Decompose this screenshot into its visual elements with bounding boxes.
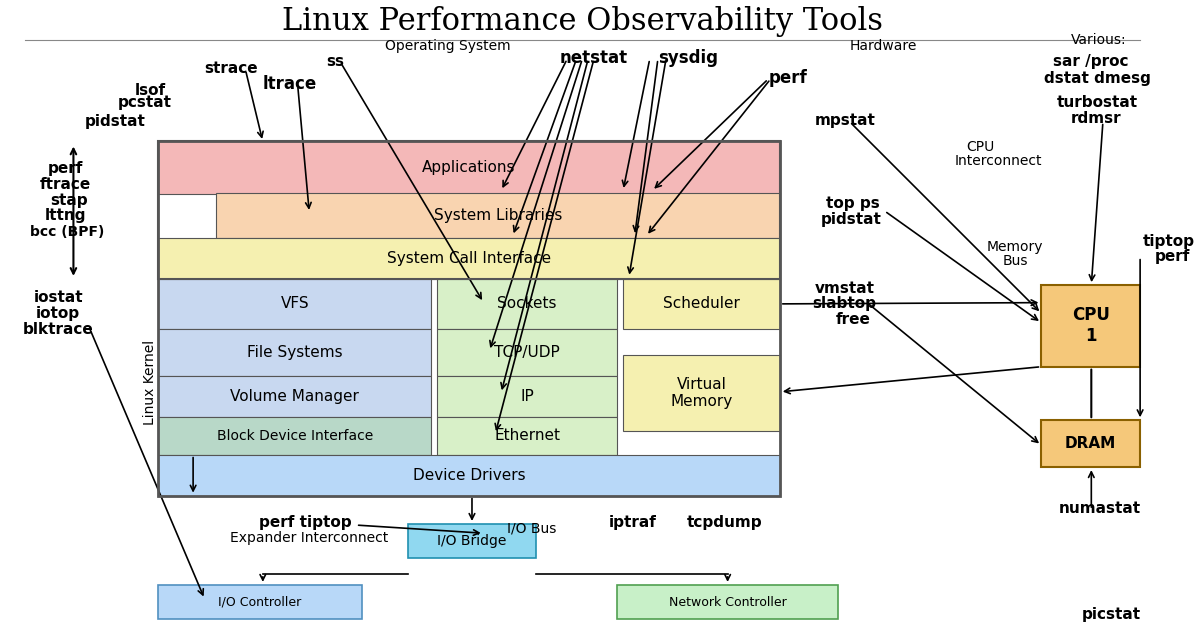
Text: Linux Performance Observability Tools: Linux Performance Observability Tools [282, 6, 883, 37]
FancyBboxPatch shape [623, 279, 780, 329]
Text: slabtop: slabtop [812, 296, 876, 312]
Text: iostat: iostat [34, 290, 84, 305]
Text: Ethernet: Ethernet [494, 428, 560, 443]
Text: Various:: Various: [1070, 33, 1126, 47]
FancyBboxPatch shape [158, 417, 431, 454]
Text: vmstat: vmstat [815, 281, 875, 296]
FancyBboxPatch shape [437, 417, 617, 454]
Text: ltrace: ltrace [263, 75, 317, 93]
Text: perf: perf [48, 161, 83, 176]
Text: numastat: numastat [1058, 501, 1141, 516]
Text: VFS: VFS [281, 296, 310, 312]
Text: Device Drivers: Device Drivers [413, 468, 526, 483]
Text: DRAM: DRAM [1066, 436, 1116, 451]
FancyBboxPatch shape [1042, 420, 1140, 467]
Text: Interconnect: Interconnect [954, 154, 1042, 167]
Text: Sockets: Sockets [498, 296, 557, 312]
Text: Applications: Applications [422, 160, 516, 174]
Text: tcpdump: tcpdump [686, 515, 762, 530]
Text: perf: perf [1156, 249, 1190, 264]
FancyBboxPatch shape [158, 376, 431, 417]
Text: tiptop: tiptop [1142, 234, 1194, 248]
Text: pidstat: pidstat [821, 212, 882, 226]
Text: sar /proc: sar /proc [1052, 54, 1128, 70]
Text: Expander Interconnect: Expander Interconnect [230, 531, 389, 545]
FancyBboxPatch shape [158, 329, 431, 376]
Text: Linux Kernel: Linux Kernel [143, 340, 157, 425]
Text: Hardware: Hardware [850, 39, 917, 53]
Text: CPU: CPU [966, 140, 994, 154]
Text: I/O Controller: I/O Controller [218, 595, 301, 609]
Text: File Systems: File Systems [247, 345, 342, 360]
Text: stap: stap [50, 193, 88, 208]
Text: mpstat: mpstat [815, 113, 876, 128]
Text: iptraf: iptraf [610, 515, 656, 530]
FancyBboxPatch shape [437, 279, 617, 329]
Text: blktrace: blktrace [23, 322, 94, 336]
FancyBboxPatch shape [623, 355, 780, 431]
Text: I/O Bus: I/O Bus [506, 521, 557, 535]
Text: Scheduler: Scheduler [664, 296, 740, 312]
Text: I/O Bridge: I/O Bridge [437, 534, 506, 548]
Text: rdmsr: rdmsr [1070, 111, 1121, 126]
Text: pidstat: pidstat [85, 114, 146, 129]
Text: Volume Manager: Volume Manager [230, 389, 359, 404]
FancyBboxPatch shape [158, 585, 361, 619]
Text: lsof: lsof [136, 83, 166, 98]
Text: netstat: netstat [559, 49, 628, 66]
Text: TCP/UDP: TCP/UDP [494, 345, 560, 360]
Text: top ps: top ps [827, 196, 880, 211]
FancyBboxPatch shape [158, 279, 431, 329]
Text: Bus: Bus [1003, 254, 1028, 268]
FancyBboxPatch shape [437, 329, 617, 376]
Text: perf: perf [768, 69, 808, 87]
Text: picstat: picstat [1082, 607, 1141, 623]
Text: iotop: iotop [36, 306, 80, 321]
FancyBboxPatch shape [158, 454, 780, 495]
FancyBboxPatch shape [216, 193, 780, 238]
Text: System Libraries: System Libraries [434, 208, 563, 223]
Text: lttng: lttng [44, 209, 86, 224]
Text: Operating System: Operating System [385, 39, 510, 53]
FancyBboxPatch shape [1042, 285, 1140, 367]
FancyBboxPatch shape [408, 524, 536, 558]
Text: Memory: Memory [986, 240, 1043, 254]
FancyBboxPatch shape [617, 585, 838, 619]
Text: sysdig: sysdig [658, 49, 718, 66]
Text: ftrace: ftrace [40, 177, 91, 192]
Text: free: free [835, 312, 870, 327]
Text: turbostat: turbostat [1056, 95, 1138, 111]
Text: perf tiptop: perf tiptop [259, 515, 352, 530]
Text: dstat dmesg: dstat dmesg [1044, 71, 1151, 87]
Text: bcc (BPF): bcc (BPF) [30, 224, 104, 239]
FancyBboxPatch shape [437, 376, 617, 417]
FancyBboxPatch shape [158, 238, 780, 279]
Text: CPU
1: CPU 1 [1072, 307, 1110, 345]
Text: System Call Interface: System Call Interface [388, 251, 551, 266]
Text: Network Controller: Network Controller [668, 595, 786, 609]
Text: strace: strace [205, 61, 258, 76]
Text: IP: IP [521, 389, 534, 404]
FancyBboxPatch shape [158, 140, 780, 194]
Text: ss: ss [326, 54, 344, 70]
Text: Block Device Interface: Block Device Interface [217, 429, 373, 443]
Text: pcstat: pcstat [118, 95, 172, 111]
Text: Virtual
Memory: Virtual Memory [671, 377, 732, 410]
